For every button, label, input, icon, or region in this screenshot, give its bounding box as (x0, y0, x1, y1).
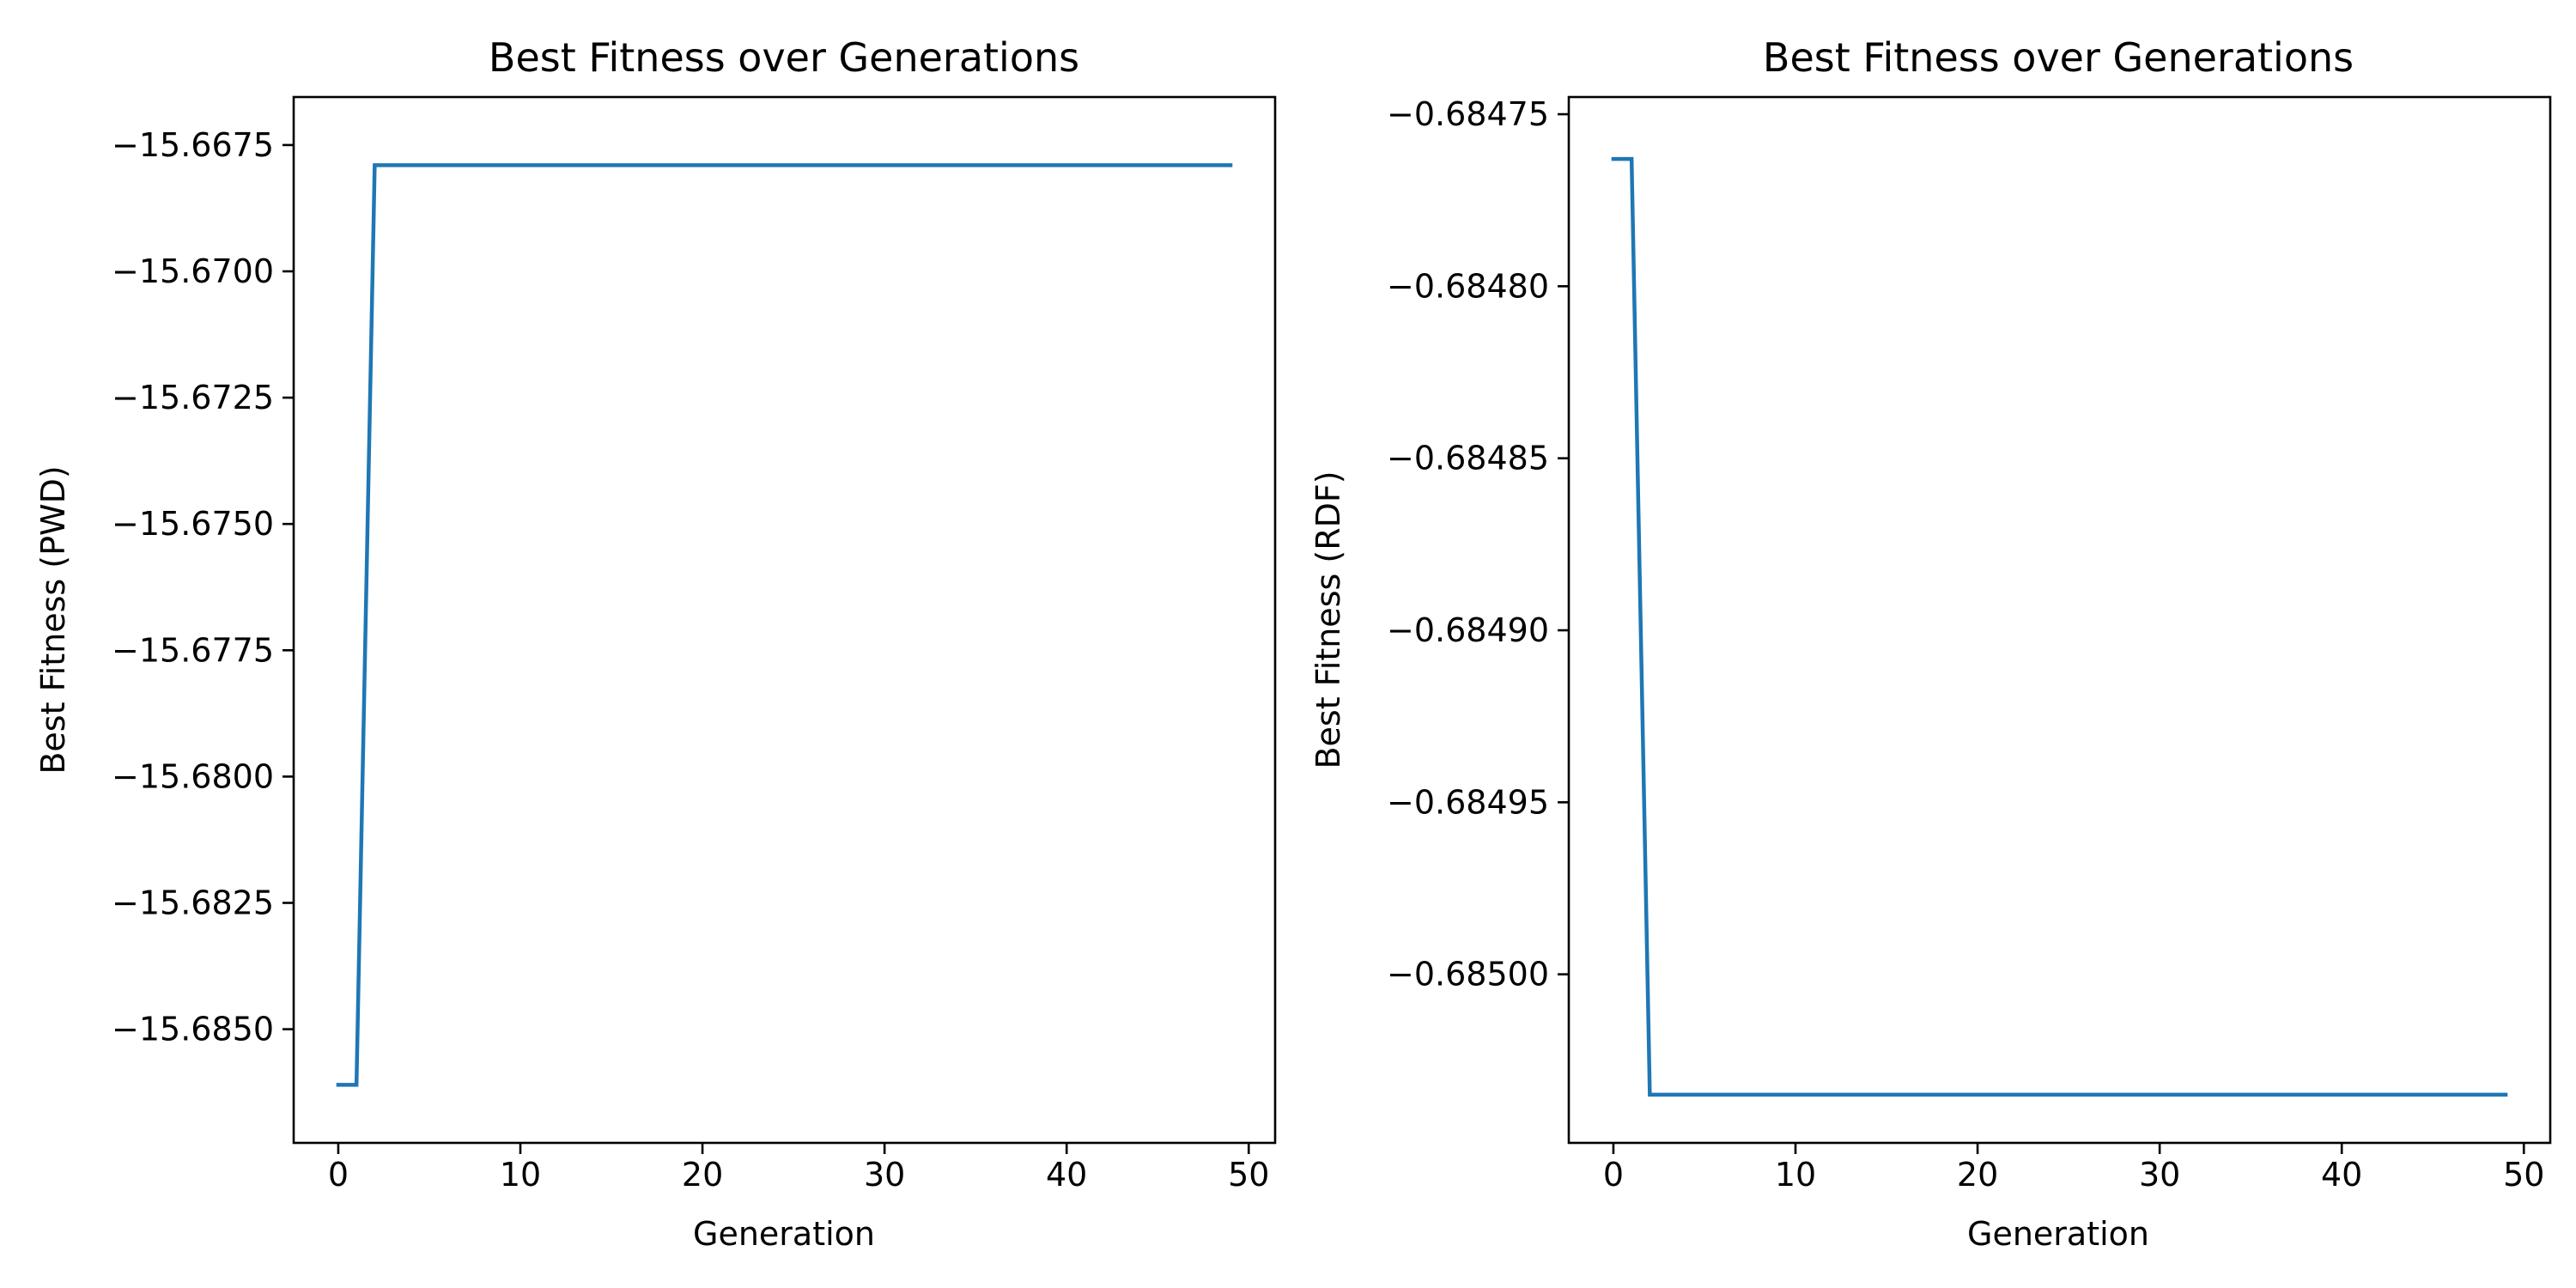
x-tick-label: 30 (2139, 1156, 2180, 1194)
y-tick-label: −15.6800 (112, 757, 274, 795)
x-tick-label: 40 (2321, 1156, 2362, 1194)
y-axis: −15.6850 −15.6825 −15.6800 −15.6775 −15.6750… (112, 126, 294, 1048)
series-line (1611, 156, 2508, 1097)
y-tick-label: −0.68490 (1387, 611, 1549, 649)
axes-frame (292, 95, 1277, 1145)
y-axis-label: Best Fitness (PWD) (34, 465, 72, 774)
x-tick-label: 50 (1228, 1156, 1269, 1194)
x-axis-label: Generation (693, 1215, 875, 1253)
y-tick-label: −15.6850 (112, 1011, 274, 1048)
y-tick-label: −15.6700 (112, 252, 274, 290)
plot-area (336, 163, 1233, 1087)
chart-title: Best Fitness over Generations (489, 34, 1079, 81)
series-line (336, 163, 1233, 1087)
x-tick-label: 0 (328, 1156, 349, 1194)
x-axis: 0 10 20 30 40 50 (1603, 1143, 2544, 1194)
y-axis: −0.68500 −0.68495 −0.68490 −0.68485 −0.68480… (1387, 95, 1569, 993)
y-tick-label: −0.68500 (1387, 956, 1549, 993)
chart-title: Best Fitness over Generations (1763, 34, 2354, 81)
y-tick-label: −15.6675 (112, 126, 274, 164)
x-tick-label: 20 (682, 1156, 723, 1194)
axes-frame (1567, 95, 2552, 1145)
x-tick-label: 30 (864, 1156, 905, 1194)
x-tick-label: 10 (500, 1156, 541, 1194)
y-axis-label: Best Fitness (RDF) (1309, 471, 1347, 769)
y-tick-label: −0.68475 (1387, 95, 1549, 133)
rdf-fitness-chart: Best Fitness over Generations 0 10 20 30 40 5… (1309, 34, 2552, 1253)
x-tick-label: 40 (1046, 1156, 1087, 1194)
y-tick-label: −0.68485 (1387, 440, 1549, 477)
y-tick-label: −15.6725 (112, 379, 274, 416)
x-axis-label: Generation (1967, 1215, 2149, 1253)
plot-area (1611, 156, 2508, 1097)
y-tick-label: −15.6825 (112, 884, 274, 922)
y-tick-label: −15.6750 (112, 505, 274, 543)
x-tick-label: 10 (1775, 1156, 1816, 1194)
x-axis: 0 10 20 30 40 50 (328, 1143, 1269, 1194)
y-tick-label: −0.68480 (1387, 267, 1549, 305)
pwd-fitness-chart: Best Fitness over Generations 0 10 20 30 40 5… (34, 34, 1277, 1253)
x-tick-label: 50 (2503, 1156, 2544, 1194)
x-tick-label: 0 (1603, 1156, 1624, 1194)
y-tick-label: −15.6775 (112, 631, 274, 669)
y-tick-label: −0.68495 (1387, 783, 1549, 821)
x-tick-label: 20 (1957, 1156, 1998, 1194)
